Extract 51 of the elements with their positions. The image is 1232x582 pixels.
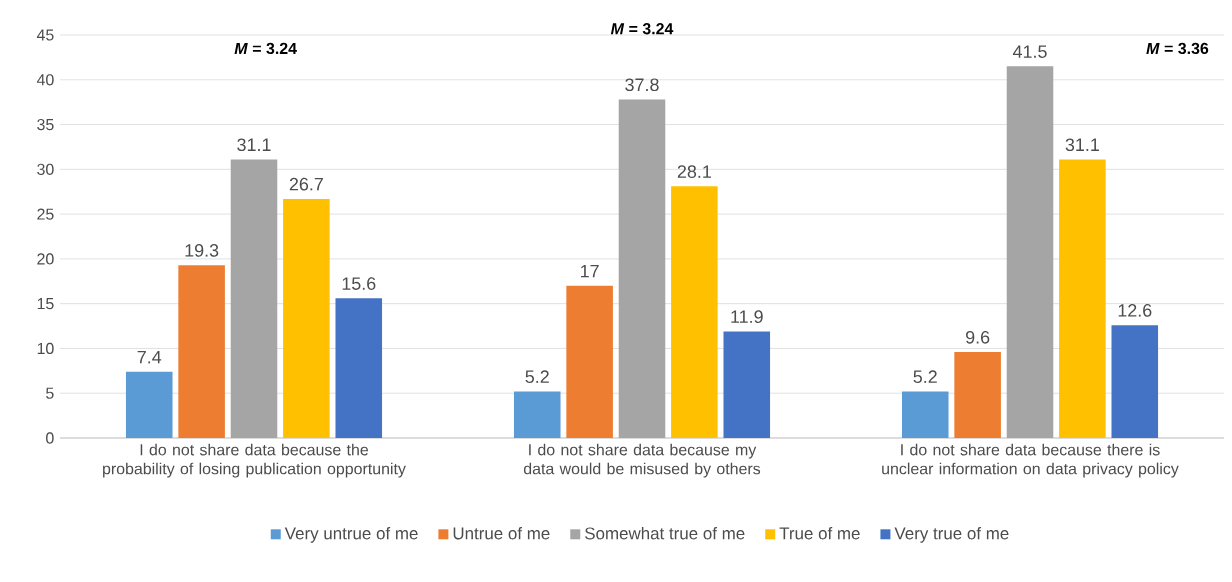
annotation: M = 3.24 [234,42,297,55]
data-label: 37.8 [625,78,659,92]
x-tick-label: I do not share data because the probability of losing publication opportunity [103,443,406,478]
y-tick-label: 20 [37,253,54,265]
data-label: 7.4 [137,350,162,364]
bar [178,265,225,438]
bar [954,352,1001,438]
x-tick-label: I do not share data because my data would be misused by others [523,443,761,478]
bar [618,99,666,438]
data-label: 19.3 [185,244,219,257]
bar [1059,159,1106,438]
bar [723,331,771,438]
bar [671,186,718,438]
data-label: 15.6 [342,277,376,290]
y-tick-label: 30 [37,163,54,175]
bar [1111,325,1159,438]
data-label: 17 [581,265,599,278]
legend-label: True of me [779,526,860,540]
y-tick-label: 5 [46,387,54,399]
data-label: 12.6 [1118,304,1152,317]
data-label: 5.2 [525,370,549,384]
bar [335,298,383,438]
data-label: 11.9 [731,310,763,324]
y-tick-label: 40 [36,74,54,86]
legend-label: Very untrue of me [284,526,418,543]
y-tick-label: 10 [37,342,54,355]
y-tick-label: 45 [36,29,54,41]
text: M = 3.24 [610,23,674,35]
bar [901,391,949,438]
data-label: 5.2 [913,370,937,384]
data-label: 28.1 [677,165,711,178]
data-label: 9.6 [966,330,990,344]
bar [230,159,278,438]
legend-label: Very true of me [894,526,1009,543]
y-tick-label: 35 [37,118,54,131]
data-label: 31.1 [1065,138,1099,152]
bar [1006,66,1054,438]
legend-label: Somewhat true of me [585,526,745,540]
data-label: 41.5 [1012,45,1047,58]
y-tick-label: 25 [37,208,54,220]
annotation: M = 3.36 [1146,42,1209,55]
x-tick-label: I do not share data because there is unclear information on data privacy policy [882,443,1179,478]
data-label: 26.7 [289,177,323,191]
y-tick-label: 0 [46,432,54,444]
y-tick-label: 15 [37,298,54,310]
bar [513,391,561,438]
bar [566,285,613,438]
bar [283,198,330,438]
bar [125,371,173,438]
legend-label: Untrue of me [453,526,550,540]
data-label: 31.1 [237,138,271,152]
